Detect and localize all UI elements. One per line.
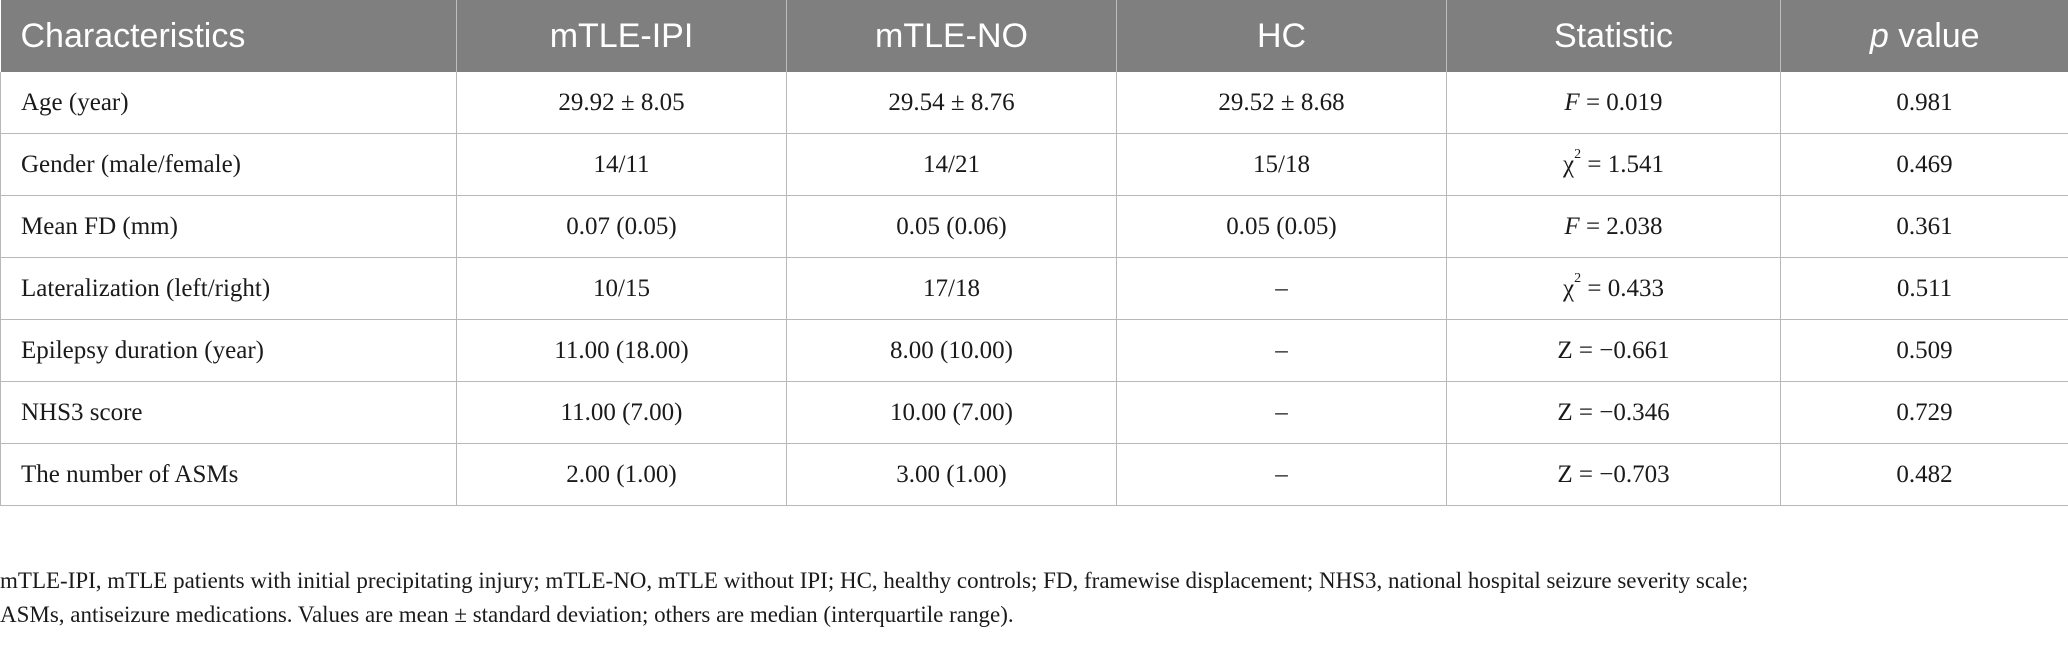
statistic-value: = −0.661 (1572, 336, 1670, 364)
cell-statistic: F = 0.019 (1446, 72, 1781, 134)
cell-mtle-ipi: 0.07 (0.05) (456, 195, 787, 258)
row-label: Lateralization (left/right) (0, 257, 457, 320)
cell-mtle-ipi: 2.00 (1.00) (456, 443, 787, 506)
cell-mtle-ipi: 14/11 (456, 133, 787, 196)
statistic-value: = 0.433 (1581, 274, 1664, 302)
header-characteristics: Characteristics (0, 0, 457, 72)
cell-p-value: 0.482 (1780, 443, 2068, 506)
statistic-symbol: F (1564, 88, 1580, 116)
cell-hc: 15/18 (1116, 133, 1447, 196)
cell-hc: – (1116, 319, 1447, 382)
cell-statistic: F = 2.038 (1446, 195, 1781, 258)
cell-p-value: 0.509 (1780, 319, 2068, 382)
table-row: Age (year) 29.92 ± 8.05 29.54 ± 8.76 29.52 … (0, 72, 2068, 134)
statistic-symbol: Z (1557, 398, 1573, 426)
header-p-rest: value (1888, 16, 1980, 55)
cell-statistic: χ2 = 1.541 (1446, 133, 1781, 196)
statistic-value: = −0.703 (1572, 460, 1670, 488)
row-label: Gender (male/female) (0, 133, 457, 196)
footnote-line-2: ASMs, antiseizure medications. Values ar… (0, 602, 1014, 627)
row-label: Mean FD (mm) (0, 195, 457, 258)
cell-statistic: Z = −0.346 (1446, 381, 1781, 444)
header-statistic: Statistic (1446, 0, 1781, 72)
header-hc: HC (1116, 0, 1447, 72)
table-row: Gender (male/female) 14/11 14/21 15/18 χ2 = … (0, 133, 2068, 196)
cell-mtle-no: 29.54 ± 8.76 (786, 72, 1117, 134)
cell-statistic: Z = −0.661 (1446, 319, 1781, 382)
header-p-value: p value (1780, 0, 2068, 72)
table-footnote: mTLE-IPI, mTLE patients with initial pre… (0, 564, 2060, 632)
cell-p-value: 0.511 (1780, 257, 2068, 320)
statistic-value: = 1.541 (1581, 150, 1664, 178)
cell-mtle-ipi: 29.92 ± 8.05 (456, 72, 787, 134)
cell-p-value: 0.469 (1780, 133, 2068, 196)
table-row: NHS3 score 11.00 (7.00) 10.00 (7.00) – Z = −… (0, 381, 2068, 444)
statistic-superscript: 2 (1574, 270, 1582, 286)
cell-statistic: χ2 = 0.433 (1446, 257, 1781, 320)
cell-mtle-no: 0.05 (0.06) (786, 195, 1117, 258)
table-row: Epilepsy duration (year) 11.00 (18.00) 8.0… (0, 319, 2068, 382)
header-mtle-no: mTLE-NO (786, 0, 1117, 72)
cell-p-value: 0.729 (1780, 381, 2068, 444)
footnote-line-1: mTLE-IPI, mTLE patients with initial pre… (0, 568, 1749, 593)
statistic-value: = −0.346 (1572, 398, 1670, 426)
statistic-value: = 2.038 (1579, 212, 1663, 240)
cell-mtle-no: 8.00 (10.00) (786, 319, 1117, 382)
cell-p-value: 0.361 (1780, 195, 2068, 258)
cell-hc: 29.52 ± 8.68 (1116, 72, 1447, 134)
statistic-symbol: F (1564, 212, 1580, 240)
row-label: Epilepsy duration (year) (0, 319, 457, 382)
cell-hc: – (1116, 443, 1447, 506)
row-label: The number of ASMs (0, 443, 457, 506)
cell-p-value: 0.981 (1780, 72, 2068, 134)
characteristics-table: Characteristics mTLE-IPI mTLE-NO HC Stat… (0, 0, 2068, 506)
header-mtle-ipi: mTLE-IPI (456, 0, 787, 72)
row-label: Age (year) (0, 72, 457, 134)
table-row: Mean FD (mm) 0.07 (0.05) 0.05 (0.06) 0.05 (… (0, 195, 2068, 258)
header-p-symbol: p (1869, 16, 1889, 55)
cell-hc: – (1116, 257, 1447, 320)
cell-mtle-no: 10.00 (7.00) (786, 381, 1117, 444)
statistic-symbol: χ (1563, 274, 1575, 302)
cell-mtle-ipi: 11.00 (18.00) (456, 319, 787, 382)
cell-mtle-no: 14/21 (786, 133, 1117, 196)
statistic-value: = 0.019 (1579, 88, 1663, 116)
row-label: NHS3 score (0, 381, 457, 444)
cell-hc: – (1116, 381, 1447, 444)
cell-hc: 0.05 (0.05) (1116, 195, 1447, 258)
statistic-symbol: χ (1563, 150, 1575, 178)
table-header-row: Characteristics mTLE-IPI mTLE-NO HC Stat… (0, 0, 2068, 72)
cell-mtle-no: 17/18 (786, 257, 1117, 320)
table-row: The number of ASMs 2.00 (1.00) 3.00 (1.00)… (0, 443, 2068, 506)
cell-mtle-no: 3.00 (1.00) (786, 443, 1117, 506)
cell-mtle-ipi: 11.00 (7.00) (456, 381, 787, 444)
cell-mtle-ipi: 10/15 (456, 257, 787, 320)
cell-statistic: Z = −0.703 (1446, 443, 1781, 506)
table-row: Lateralization (left/right) 10/15 17/18– χ2… (0, 257, 2068, 320)
table-container: Characteristics mTLE-IPI mTLE-NO HC Stat… (0, 0, 2068, 627)
statistic-superscript: 2 (1574, 146, 1582, 162)
statistic-symbol: Z (1557, 460, 1573, 488)
statistic-symbol: Z (1557, 336, 1573, 364)
